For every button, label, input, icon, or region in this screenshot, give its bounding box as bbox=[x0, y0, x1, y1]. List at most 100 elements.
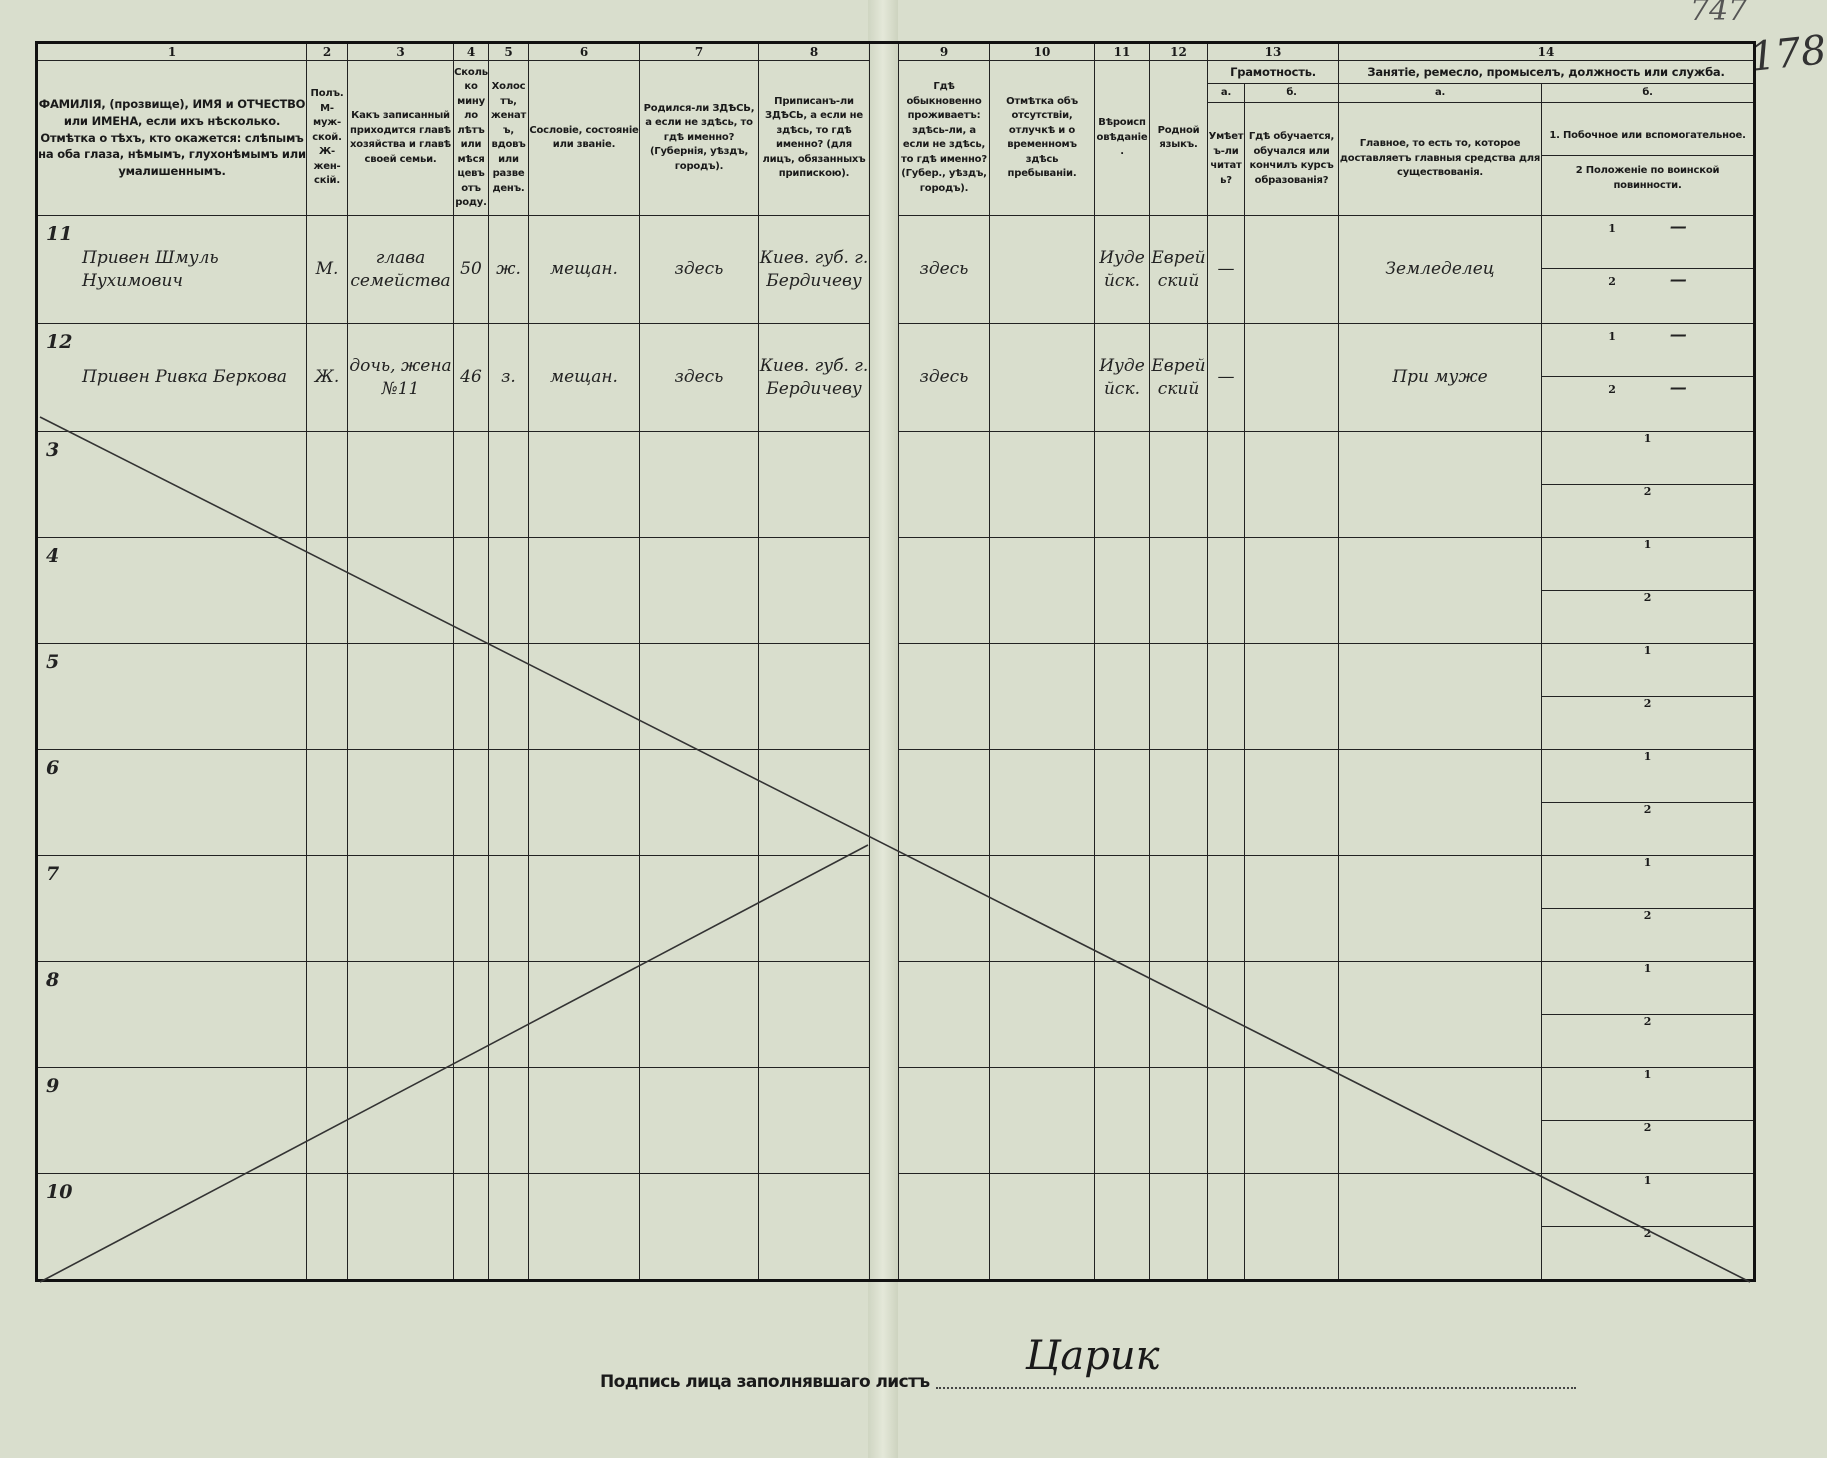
cell-literate bbox=[1207, 749, 1245, 856]
cell-registered bbox=[758, 1173, 870, 1281]
cell-name: 11 Привен Шмуль Нухимович bbox=[36, 215, 307, 324]
cell-occupation bbox=[1338, 1173, 1543, 1281]
row-number: 4 bbox=[46, 545, 60, 567]
military-status-cell: 2 bbox=[1541, 802, 1756, 856]
cell-language: Еврейский bbox=[1149, 215, 1208, 324]
sub-row-label: 1 bbox=[1643, 1174, 1652, 1188]
fold-gap bbox=[869, 1067, 899, 1174]
header-sub-letter: б. bbox=[1541, 83, 1756, 103]
sub-row-label: 2 bbox=[1643, 803, 1652, 817]
military-status-cell: 2 bbox=[1541, 696, 1756, 750]
cell-resides bbox=[898, 537, 990, 644]
cell-language bbox=[1149, 1067, 1208, 1174]
cell-age: 46 bbox=[453, 323, 489, 432]
header-religion: Вѣроисповѣданіе. bbox=[1094, 60, 1150, 216]
cell-religion bbox=[1094, 643, 1150, 750]
cell-occupation bbox=[1338, 537, 1543, 644]
cell-registered bbox=[758, 961, 870, 1068]
cell-name: 6 bbox=[36, 749, 307, 856]
military-status-value: — bbox=[1669, 270, 1687, 290]
cell-name: 3 bbox=[36, 431, 307, 538]
cell-language bbox=[1149, 749, 1208, 856]
header-occupation: Занятіе, ремесло, промыселъ, должность и… bbox=[1338, 60, 1756, 84]
secondary-occupation-value: — bbox=[1669, 325, 1687, 345]
cell-age: 50 bbox=[453, 215, 489, 324]
sub-row-label: 1 bbox=[1643, 644, 1652, 658]
cell-language bbox=[1149, 1173, 1208, 1281]
header-name: ФАМИЛІЯ, (прозвище), ИМЯ и ОТЧЕСТВО или … bbox=[36, 60, 307, 216]
cell-name: 10 bbox=[36, 1173, 307, 1281]
cell-name: 4 bbox=[36, 537, 307, 644]
person-name: Привен Ривка Беркова bbox=[82, 367, 288, 388]
cell-registered: Киев. губ. г. Бердичеву bbox=[758, 323, 870, 432]
sub-row-label: 2 bbox=[1643, 485, 1652, 499]
cell-resides bbox=[898, 855, 990, 962]
cell-marital bbox=[488, 749, 529, 856]
cell-education bbox=[1243, 749, 1340, 856]
cell-registered bbox=[758, 537, 870, 644]
cell-relation bbox=[347, 1173, 454, 1281]
header-military-status: 2 Положеніе по воинской повинности. bbox=[1575, 165, 1720, 191]
header-marital: Холостъ, женатъ, вдовъ или разведенъ. bbox=[488, 60, 529, 216]
row-number: 7 bbox=[46, 863, 60, 885]
cell-sex bbox=[306, 643, 348, 750]
cell-relation: дочь, жена №11 bbox=[347, 323, 454, 432]
cell-estate bbox=[528, 537, 640, 644]
column-number: 5 bbox=[488, 42, 529, 61]
secondary-occupation-cell: 1 bbox=[1541, 1067, 1756, 1121]
sub-row-label: 2 bbox=[1608, 383, 1616, 396]
military-status-cell: 2 bbox=[1541, 1226, 1756, 1281]
person-name: Привен Шмуль Нухимович bbox=[82, 248, 219, 291]
fold-gap bbox=[869, 1173, 899, 1281]
signature-label: Подпись лица заполнявшаго листъ bbox=[600, 1372, 930, 1392]
cell-registered bbox=[758, 749, 870, 856]
cell-registered: Киев. губ. г. Бердичеву bbox=[758, 215, 870, 324]
cell-name: 12 Привен Ривка Беркова bbox=[36, 323, 307, 432]
secondary-occupation-cell: 1 — bbox=[1541, 215, 1756, 269]
cell-education bbox=[1243, 1173, 1340, 1281]
cell-relation bbox=[347, 643, 454, 750]
cell-marital bbox=[488, 961, 529, 1068]
fold-gap bbox=[869, 323, 899, 432]
column-number: 14 bbox=[1338, 42, 1756, 61]
fold-gap bbox=[869, 961, 899, 1068]
sub-row-label: 2 bbox=[1643, 909, 1652, 923]
cell-literate: — bbox=[1207, 215, 1245, 324]
cell-language bbox=[1149, 961, 1208, 1068]
cell-religion bbox=[1094, 961, 1150, 1068]
row-number: 10 bbox=[46, 1181, 73, 1203]
cell-religion bbox=[1094, 431, 1150, 538]
cell-estate bbox=[528, 643, 640, 750]
header-absence: Отмѣтка объ отсутствіи, отлучкѣ и о врем… bbox=[989, 60, 1095, 216]
cell-age bbox=[453, 1067, 489, 1174]
cell-literate bbox=[1207, 431, 1245, 538]
cell-marital bbox=[488, 1173, 529, 1281]
cell-sex: Ж. bbox=[306, 323, 348, 432]
cell-occupation bbox=[1338, 749, 1543, 856]
cell-estate: мещан. bbox=[528, 323, 640, 432]
cell-language bbox=[1149, 537, 1208, 644]
cell-religion bbox=[1094, 1067, 1150, 1174]
cell-occupation bbox=[1338, 431, 1543, 538]
crossed-page-number: 747 bbox=[1690, 0, 1748, 28]
cell-age bbox=[453, 749, 489, 856]
cell-sex: М. bbox=[306, 215, 348, 324]
secondary-occupation-cell: 1 bbox=[1541, 961, 1756, 1015]
cell-marital bbox=[488, 431, 529, 538]
military-status-cell: 2 bbox=[1541, 1014, 1756, 1068]
cell-relation: глава семейства bbox=[347, 215, 454, 324]
sub-row-label: 1 bbox=[1643, 856, 1652, 870]
row-number: 11 bbox=[46, 223, 73, 245]
cell-resides bbox=[898, 1173, 990, 1281]
cell-relation bbox=[347, 537, 454, 644]
fold-gap bbox=[869, 215, 899, 324]
cell-age bbox=[453, 855, 489, 962]
cell-marital bbox=[488, 537, 529, 644]
page-number: 178 bbox=[1747, 27, 1827, 81]
cell-name: 9 bbox=[36, 1067, 307, 1174]
cell-name: 5 bbox=[36, 643, 307, 750]
cell-resides bbox=[898, 643, 990, 750]
